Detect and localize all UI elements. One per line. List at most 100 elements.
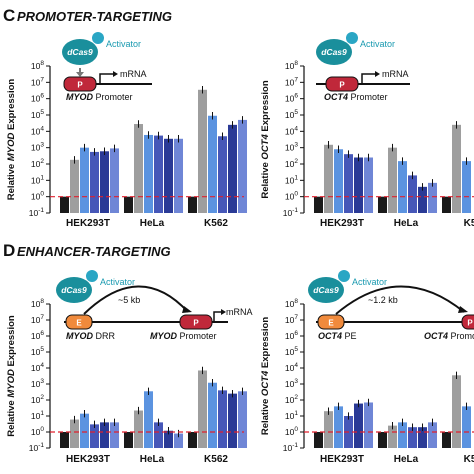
schematic-d-right: E P dCas9 Activator ~1.2 kb OCT4 PE OCT4… bbox=[308, 270, 474, 341]
bar bbox=[154, 135, 163, 213]
dcas9-shape bbox=[62, 39, 98, 65]
y-tick-label: 100 bbox=[31, 191, 44, 202]
promoter-box-label: P bbox=[467, 319, 473, 328]
bar bbox=[218, 136, 227, 213]
bar bbox=[228, 393, 237, 448]
gene-label: OCT4 Promo bbox=[424, 331, 474, 341]
enhancer-box bbox=[317, 314, 345, 330]
y-tick-label: 101 bbox=[285, 174, 298, 185]
bar bbox=[198, 89, 207, 213]
enhancer-box-label: E bbox=[76, 319, 82, 328]
y-tick-label: 103 bbox=[285, 378, 298, 389]
schematic-c-right: P dCas9 Activator mRNA OCT4 Promoter bbox=[316, 32, 410, 102]
category-label: HeLa bbox=[394, 454, 419, 465]
y-tick-label: 108 bbox=[285, 60, 298, 71]
loop-arrow-head bbox=[182, 306, 192, 313]
bar bbox=[364, 157, 373, 213]
bar bbox=[238, 119, 247, 213]
bar bbox=[208, 382, 217, 448]
bar bbox=[398, 422, 407, 448]
tss-arrow-head bbox=[375, 71, 380, 77]
bar bbox=[134, 124, 143, 213]
distance-label: ~5 kb bbox=[118, 295, 140, 305]
activator-shape bbox=[86, 270, 98, 282]
y-tick-label: 104 bbox=[31, 125, 44, 136]
promoter-box-label: P bbox=[77, 81, 83, 90]
promoter-box bbox=[179, 314, 213, 330]
bar bbox=[354, 403, 363, 448]
bar bbox=[324, 411, 333, 448]
bar bbox=[418, 427, 427, 448]
tss-arrow bbox=[361, 73, 376, 84]
distance-label: ~1.2 kb bbox=[368, 295, 398, 305]
bar bbox=[90, 151, 99, 213]
y-tick-label: 102 bbox=[31, 394, 44, 405]
category-label: HEK293T bbox=[66, 454, 110, 465]
bar bbox=[462, 406, 471, 448]
bar bbox=[418, 186, 427, 213]
y-tick-label: 104 bbox=[285, 125, 298, 136]
bar bbox=[80, 147, 89, 213]
y-tick-label: 105 bbox=[31, 109, 44, 120]
y-tick-label: 10-1 bbox=[283, 442, 299, 453]
bar bbox=[378, 196, 387, 213]
bar bbox=[364, 402, 373, 448]
panel-title-c: PROMOTER-TARGETING bbox=[17, 9, 172, 24]
y-tick-label: 101 bbox=[285, 410, 298, 421]
dcas9-shape bbox=[308, 277, 344, 303]
bar bbox=[110, 422, 119, 448]
y-tick-label: 107 bbox=[285, 314, 298, 325]
loop-arrow bbox=[83, 285, 189, 315]
bar bbox=[238, 391, 247, 448]
dcas9-label: dCas9 bbox=[61, 285, 87, 295]
bar bbox=[188, 196, 197, 213]
bar bbox=[100, 151, 109, 213]
category-label: HEK293T bbox=[320, 454, 364, 465]
mrna-label: mRNA bbox=[382, 69, 409, 79]
enhancer-box-label: E bbox=[328, 319, 334, 328]
panel-letter-c: C bbox=[3, 6, 15, 25]
y-tick-label: 100 bbox=[285, 191, 298, 202]
bar bbox=[388, 425, 397, 448]
promoter-box-label: P bbox=[193, 319, 199, 328]
y-tick-label: 108 bbox=[31, 298, 44, 309]
category-label: HeLa bbox=[140, 218, 165, 229]
mrna-label: mRNA bbox=[226, 307, 253, 317]
bar bbox=[60, 196, 69, 213]
tss-arrow bbox=[213, 311, 222, 322]
bar bbox=[428, 422, 437, 448]
y-axis-label: Relative OCT4 Expression bbox=[260, 317, 271, 435]
y-tick-label: 105 bbox=[31, 346, 44, 357]
y-axis-label: Relative OCT4 Expression bbox=[260, 80, 271, 198]
bar bbox=[334, 406, 343, 448]
y-tick-label: 103 bbox=[285, 142, 298, 153]
activator-shape bbox=[92, 32, 104, 44]
bar bbox=[144, 391, 153, 448]
y-tick-label: 104 bbox=[285, 362, 298, 373]
bar bbox=[198, 370, 207, 448]
enhancer-label: OCT4 PE bbox=[318, 331, 357, 341]
bar bbox=[110, 148, 119, 213]
loop-arrow bbox=[335, 285, 465, 315]
bar bbox=[428, 182, 437, 213]
y-tick-label: 107 bbox=[285, 76, 298, 87]
bar bbox=[90, 424, 99, 448]
bar bbox=[80, 413, 89, 448]
y-tick-label: 100 bbox=[31, 426, 44, 437]
bar bbox=[452, 375, 461, 448]
dcas9-label: dCas9 bbox=[321, 47, 347, 57]
panel-title-d: ENHANCER-TARGETING bbox=[17, 244, 171, 259]
y-tick-label: 107 bbox=[31, 76, 44, 87]
bar bbox=[208, 115, 217, 213]
bar bbox=[334, 149, 343, 213]
category-label: K5 bbox=[464, 454, 474, 465]
guide-arrow-head bbox=[76, 72, 84, 77]
bar bbox=[174, 433, 183, 448]
bar bbox=[442, 432, 451, 448]
panel-letter-d: D bbox=[3, 241, 15, 260]
y-tick-label: 100 bbox=[285, 426, 298, 437]
promoter-box-label: P bbox=[339, 81, 345, 90]
promoter-box bbox=[325, 76, 359, 92]
bar bbox=[70, 159, 79, 213]
chart-d-oct4: 108 107 106 105 104 103 102 101 100 10-1 Relative … bbox=[260, 298, 474, 465]
